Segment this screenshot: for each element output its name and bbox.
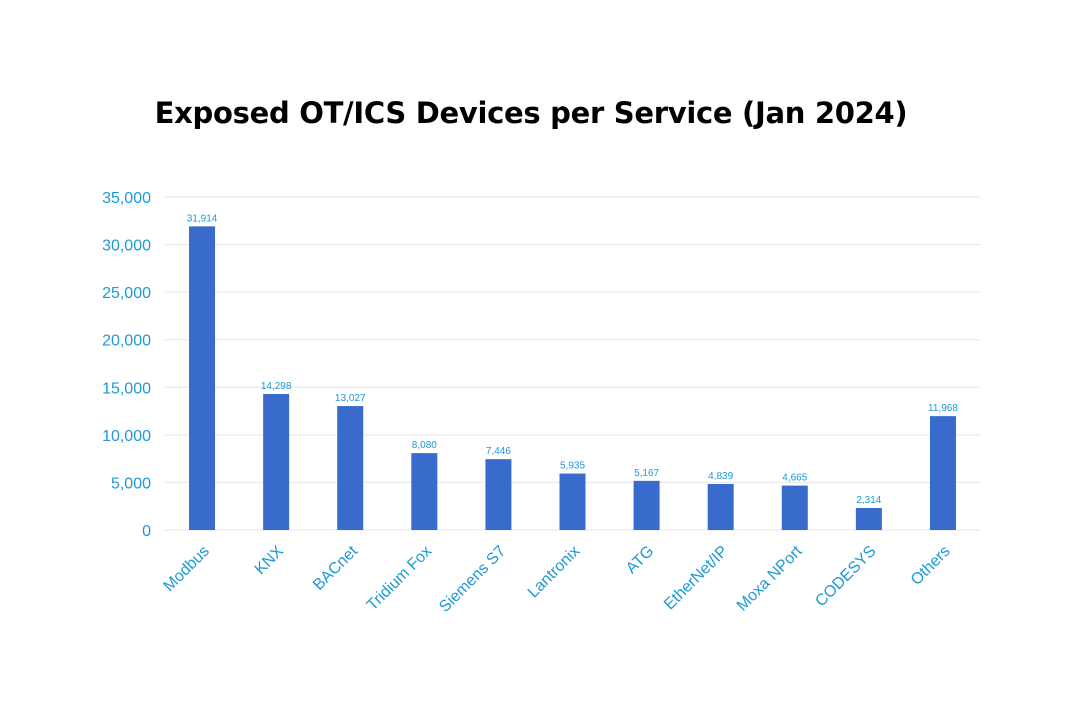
data-label: 8,080	[412, 440, 437, 451]
data-label: 5,935	[560, 461, 585, 472]
bar	[485, 459, 512, 530]
data-label: 4,665	[782, 473, 807, 484]
x-tick-label: CODESYS	[812, 543, 879, 610]
y-tick-label: 25,000	[102, 285, 151, 302]
x-tick-label: BACnet	[310, 542, 361, 593]
bars	[189, 226, 956, 530]
x-tick-label: Moxa NPort	[734, 542, 806, 614]
x-tick-label: Lantronix	[525, 543, 584, 602]
data-label: 5,167	[634, 468, 659, 479]
y-tick-label: 35,000	[102, 190, 151, 207]
bar	[707, 483, 734, 530]
y-tick-label: 20,000	[102, 333, 151, 350]
data-label: 13,027	[335, 393, 366, 404]
y-tick-label: 5,000	[111, 475, 151, 492]
bar	[337, 406, 364, 530]
x-tick-label: Siemens S7	[436, 543, 509, 616]
bar	[781, 485, 808, 530]
x-tick-label: Tridium Fox	[364, 543, 435, 614]
chart-title: Exposed OT/ICS Devices per Service (Jan …	[154, 96, 908, 130]
bar	[633, 480, 660, 530]
data-label: 11,968	[928, 403, 958, 414]
data-labels: 31,914 14,298 13,027 8,080 7,446 5,935 5,167 4,…	[187, 213, 959, 506]
x-tick-label: ATG	[623, 543, 657, 577]
data-label: 2,314	[856, 495, 881, 506]
data-label: 14,298	[261, 381, 292, 392]
bar	[559, 473, 586, 530]
bar	[929, 416, 956, 530]
bar	[263, 393, 290, 530]
bar	[855, 507, 882, 530]
y-tick-label: 0	[142, 523, 151, 540]
bar	[411, 453, 438, 530]
bar	[189, 226, 216, 530]
y-tick-label: 30,000	[102, 238, 151, 255]
x-axis-labels: Modbus KNX BACnet Tridium Fox Siemens S7 Lant…	[161, 542, 954, 615]
data-label: 4,839	[708, 471, 733, 482]
x-tick-label: Others	[908, 543, 954, 589]
y-tick-label: 15,000	[102, 380, 151, 397]
y-axis-ticks: 0 5,000 10,000 15,000 20,000 25,000 30,000 35,0…	[102, 190, 151, 540]
data-label: 31,914	[187, 213, 218, 224]
x-tick-label: EtherNet/IP	[661, 543, 732, 614]
y-tick-label: 10,000	[102, 428, 151, 445]
x-tick-label: KNX	[252, 543, 288, 579]
data-label: 7,446	[486, 446, 511, 457]
x-tick-label: Modbus	[161, 543, 213, 595]
